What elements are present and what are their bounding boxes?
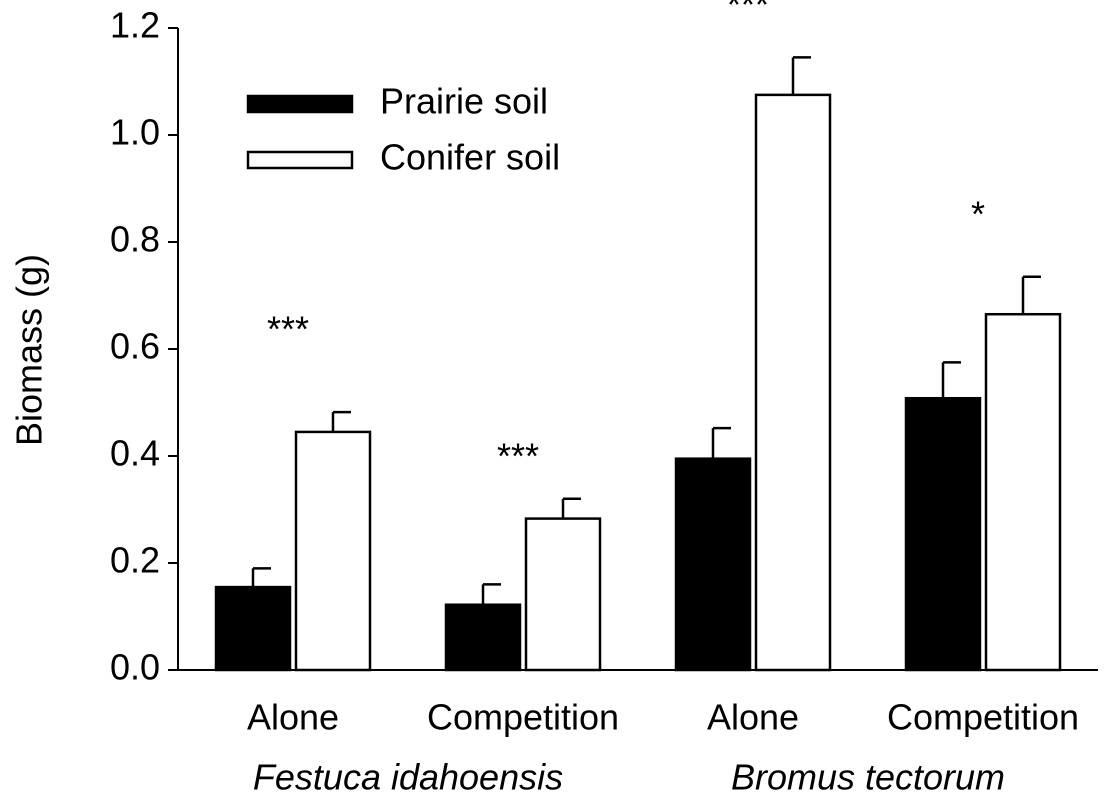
group-label: Bromus tectorum [731,757,1005,798]
y-tick-label: 0.4 [110,433,160,474]
x-tick-label: Alone [707,697,799,738]
y-axis-label: Biomass (g) [9,254,50,446]
y-tick-label: 0.0 [110,647,160,688]
legend-swatch [246,150,354,170]
annotation: *** [267,309,309,350]
bar [524,517,602,672]
x-tick-label: Alone [247,697,339,738]
bar [294,430,372,672]
bar [674,457,752,672]
y-tick-label: 0.2 [110,540,160,581]
legend-label: Conifer soil [380,137,560,178]
bar [754,93,832,672]
annotation: *** [497,435,539,476]
annotation: *** [727,0,769,25]
y-tick-label: 1.0 [110,112,160,153]
legend-swatch [246,94,354,114]
y-tick-label: 0.6 [110,326,160,367]
bar [904,396,982,672]
legend-label: Prairie soil [380,81,548,122]
x-tick-label: Competition [427,697,619,738]
bar [214,585,292,672]
group-label: Festuca idahoensis [253,757,563,798]
annotation: * [971,193,985,234]
bar [984,312,1062,672]
x-tick-label: Competition [887,697,1079,738]
y-tick-label: 1.2 [110,5,160,46]
bar [444,603,522,672]
y-tick-label: 0.8 [110,219,160,260]
